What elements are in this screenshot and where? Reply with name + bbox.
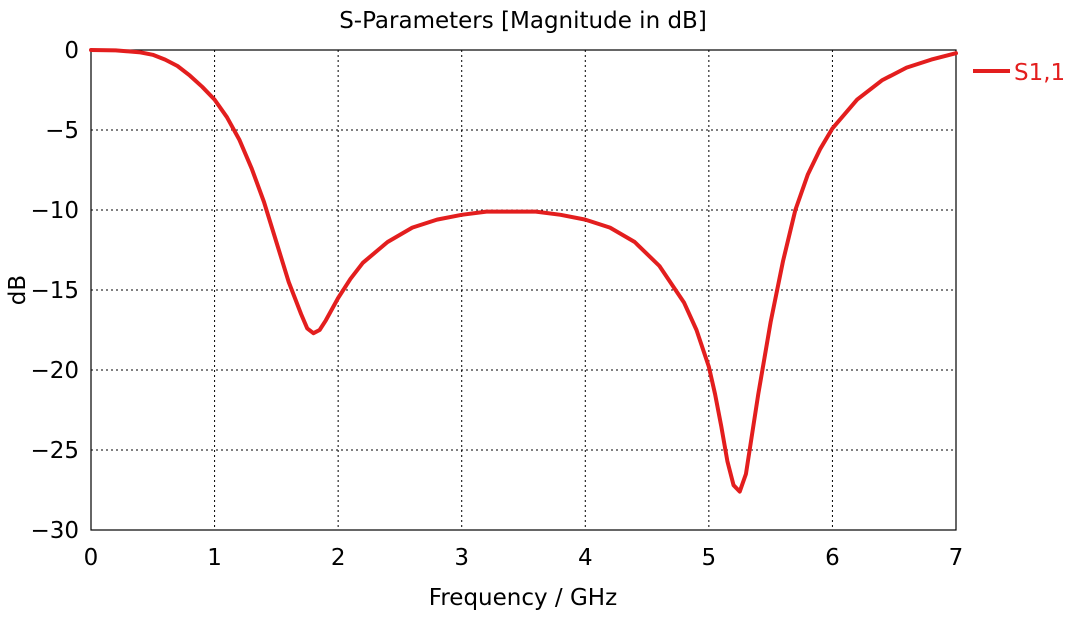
x-tick-label: 2 xyxy=(331,545,346,571)
x-axis-label: Frequency / GHz xyxy=(429,585,617,611)
y-axis-ticks: 0 −5 −10 −15 −20 −25 −30 xyxy=(30,38,79,544)
x-tick-label: 5 xyxy=(702,545,717,571)
plot-frame xyxy=(90,49,957,531)
y-tick-label: −5 xyxy=(45,118,79,144)
x-tick-label: 4 xyxy=(578,545,593,571)
y-tick-label: −10 xyxy=(30,198,79,224)
grid-lines xyxy=(91,50,956,530)
x-tick-label: 6 xyxy=(825,545,840,571)
y-tick-label: −25 xyxy=(30,438,79,464)
y-tick-label: −20 xyxy=(30,358,79,384)
legend: S1,1 xyxy=(973,60,1065,86)
y-tick-label: −30 xyxy=(30,518,79,544)
y-tick-label: 0 xyxy=(64,38,79,64)
y-axis-label: dB xyxy=(5,275,31,305)
x-tick-label: 3 xyxy=(454,545,469,571)
legend-label-s11: S1,1 xyxy=(1014,60,1065,86)
x-tick-label: 0 xyxy=(84,545,99,571)
x-tick-label: 7 xyxy=(949,545,964,571)
x-axis-ticks: 0 1 2 3 4 5 6 7 xyxy=(84,545,964,571)
series-line-s11 xyxy=(89,48,958,494)
y-tick-label: −15 xyxy=(30,278,79,304)
chart-title: S-Parameters [Magnitude in dB] xyxy=(339,8,707,34)
x-tick-label: 1 xyxy=(207,545,222,571)
series-layer xyxy=(89,48,958,494)
